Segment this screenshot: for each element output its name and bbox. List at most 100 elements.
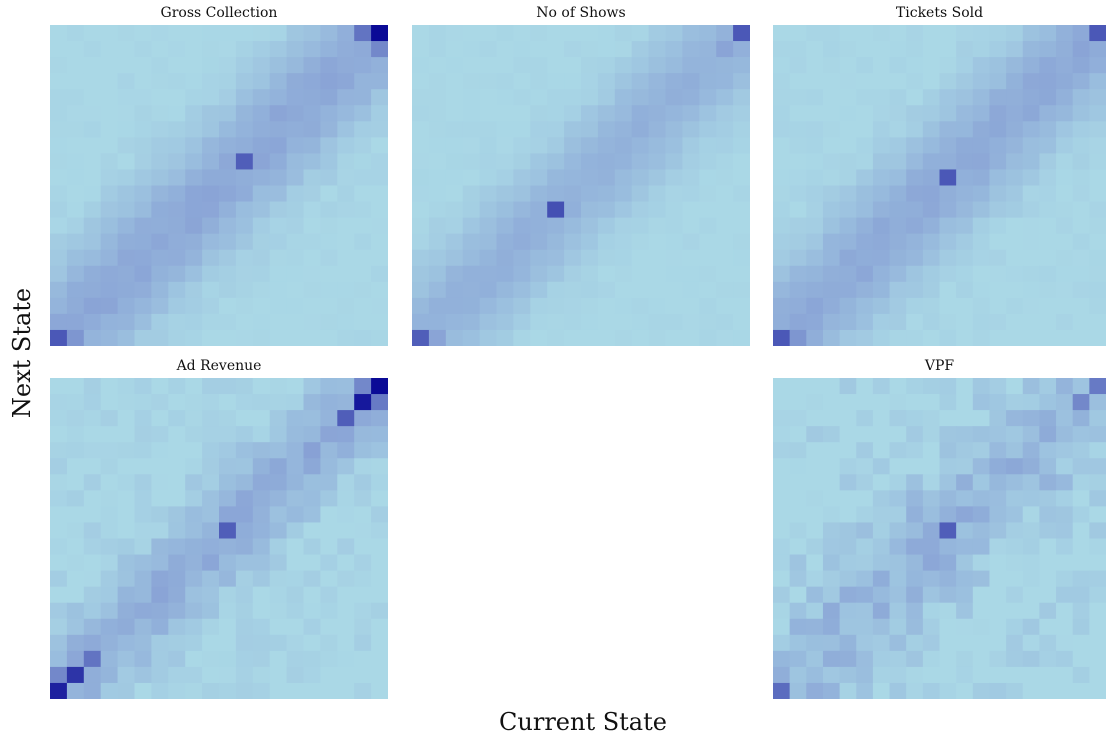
heatmap-cell: [269, 169, 288, 187]
heatmap-cell: [134, 650, 152, 668]
heatmap-cell: [185, 538, 203, 556]
heatmap-cell: [631, 25, 650, 42]
heatmap-cell: [530, 281, 548, 299]
heatmap-cell: [1039, 682, 1057, 699]
heatmap-cell: [100, 313, 119, 331]
heatmap-cell: [1072, 378, 1090, 395]
heatmap-cell: [462, 41, 481, 58]
heatmap-cell: [479, 217, 498, 235]
heatmap-cell: [1022, 89, 1040, 106]
heatmap-cell: [773, 682, 791, 699]
heatmap-cell: [100, 249, 119, 267]
heatmap-cell: [989, 394, 1007, 411]
heatmap-cell: [412, 233, 430, 251]
heatmap-cell: [1039, 153, 1057, 171]
heatmap-cell: [1022, 474, 1040, 491]
heatmap-cell: [83, 458, 102, 475]
heatmap-cell: [989, 297, 1007, 315]
heatmap-cell: [151, 73, 169, 90]
heatmap-cell: [235, 442, 254, 459]
heatmap-cell: [822, 137, 841, 154]
heatmap-cell: [151, 329, 169, 346]
heatmap-cell: [547, 25, 565, 42]
heatmap-cell: [83, 394, 102, 411]
heatmap-cell: [1022, 682, 1040, 699]
heatmap-cell: [1039, 538, 1057, 556]
heatmap-cell: [337, 666, 355, 684]
heatmap-cell: [252, 474, 271, 491]
heatmap-cell: [286, 506, 305, 524]
heatmap-cell: [286, 89, 305, 106]
heatmap-cell: [428, 185, 447, 203]
heatmap-cell: [320, 394, 338, 411]
heatmap-cell: [631, 265, 650, 283]
heatmap-cell: [320, 89, 338, 106]
heatmap-cell: [939, 185, 957, 203]
heatmap-cell: [83, 233, 102, 251]
heatmap-cell: [922, 249, 941, 267]
heatmap-cell: [134, 490, 152, 507]
heatmap-cell: [462, 297, 481, 315]
heatmap-cell: [1022, 105, 1040, 122]
heatmap-cell: [614, 185, 633, 203]
heatmap-cell: [956, 490, 974, 507]
heatmap-cell: [202, 426, 220, 443]
heatmap-cell: [1072, 650, 1090, 668]
heatmap-cell: [219, 634, 237, 652]
heatmap-cell: [151, 602, 169, 620]
heatmap-cell: [337, 426, 355, 443]
heatmap-cell: [252, 682, 271, 699]
heatmap-cell: [665, 297, 683, 315]
heatmap-cell: [219, 201, 237, 219]
heatmap-cell: [733, 265, 750, 283]
heatmap-cell: [989, 570, 1007, 588]
heatmap-cell: [1072, 554, 1090, 572]
heatmap-cell: [682, 57, 700, 74]
heatmap-cell: [665, 265, 683, 283]
heatmap-cell: [856, 121, 874, 138]
heatmap-cell: [83, 554, 102, 572]
heatmap-cell: [530, 153, 548, 171]
heatmap-cell: [856, 490, 874, 507]
heatmap-cell: [134, 105, 152, 122]
heatmap-cell: [972, 538, 991, 556]
heatmap-cell: [716, 297, 734, 315]
heatmap-cell: [252, 618, 271, 636]
heatmap-cell: [956, 185, 974, 203]
heatmap-cell: [922, 650, 941, 668]
heatmap-cell: [597, 25, 616, 42]
heatmap-cell: [822, 105, 841, 122]
heatmap-cell: [462, 201, 481, 219]
heatmap-cell: [839, 538, 857, 556]
heatmap-cell: [682, 25, 700, 42]
heatmap-cell: [1039, 458, 1057, 475]
heatmap-cell: [151, 105, 169, 122]
heatmap-cell: [822, 378, 841, 395]
heatmap-cell: [479, 57, 498, 74]
heatmap-cell: [320, 137, 338, 154]
heatmap-cell: [716, 265, 734, 283]
heatmap-cell: [773, 249, 791, 267]
heatmap-cell: [822, 554, 841, 572]
heatmap-cell: [235, 618, 254, 636]
heatmap-cell: [733, 89, 750, 106]
heatmap-cell: [906, 522, 924, 540]
heatmap-cell: [789, 121, 807, 138]
heatmap-cell: [1006, 217, 1024, 235]
heatmap-cell: [939, 458, 957, 475]
heatmap-cell: [117, 89, 136, 106]
heatmap-cell: [371, 442, 388, 459]
heatmap-cell: [117, 458, 136, 475]
heatmap-cell: [151, 313, 169, 331]
heatmap-cell: [1072, 281, 1090, 299]
heatmap-cell: [50, 474, 68, 491]
heatmap-cell: [872, 522, 891, 540]
heatmap-cell: [906, 666, 924, 684]
heatmap-cell: [989, 217, 1007, 235]
heatmap-cell: [922, 682, 941, 699]
heatmap-cell: [872, 570, 891, 588]
heatmap-cell: [1039, 666, 1057, 684]
heatmap-cell: [286, 458, 305, 475]
heatmap-cell: [303, 442, 321, 459]
heatmap-cell: [1072, 25, 1090, 42]
